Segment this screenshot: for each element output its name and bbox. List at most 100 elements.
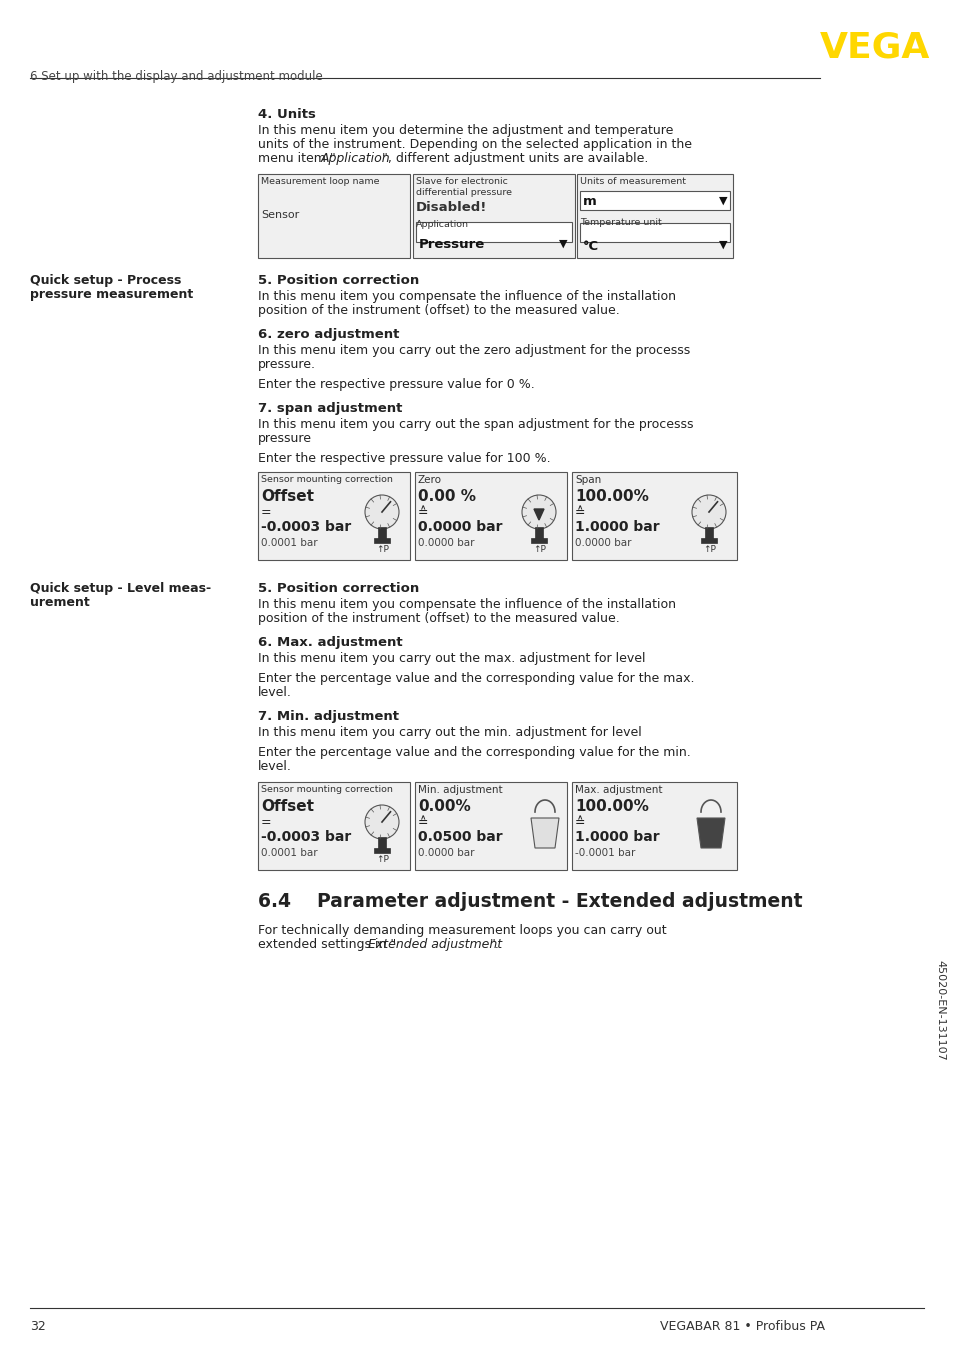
Bar [577,175,732,259]
Text: 0.00 %: 0.00 % [417,489,476,504]
Text: 1.0000 bar: 1.0000 bar [575,520,659,533]
Text: Measurement loop name: Measurement loop name [261,177,379,185]
Text: 0.00%: 0.00% [417,799,470,814]
Text: ▼: ▼ [558,240,567,249]
Text: In this menu item you compensate the influence of the installation: In this menu item you compensate the inf… [257,290,676,303]
Text: Span: Span [575,475,600,485]
Text: Min. adjustment: Min. adjustment [417,785,502,795]
Bar [377,527,386,539]
Text: 0.0001 bar: 0.0001 bar [261,538,317,548]
Text: -0.0003 bar: -0.0003 bar [261,520,351,533]
Bar [700,538,717,543]
Bar [535,527,542,539]
Text: menu item ": menu item " [257,152,335,165]
Text: 6. zero adjustment: 6. zero adjustment [257,328,399,341]
Text: units of the instrument. Depending on the selected application in the: units of the instrument. Depending on th… [257,138,691,152]
Text: In this menu item you compensate the influence of the installation: In this menu item you compensate the inf… [257,598,676,611]
Text: position of the instrument (offset) to the measured value.: position of the instrument (offset) to t… [257,612,619,626]
Text: 0.0500 bar: 0.0500 bar [417,830,502,844]
Text: ▼: ▼ [719,196,727,206]
Circle shape [521,496,556,529]
Text: In this menu item you carry out the max. adjustment for level: In this menu item you carry out the max.… [257,653,645,665]
Text: Quick setup - Process: Quick setup - Process [30,274,181,287]
Text: °C: °C [582,240,598,253]
Text: differential pressure: differential pressure [416,188,512,196]
Text: Max. adjustment: Max. adjustment [575,785,661,795]
Text: Slave for electronic: Slave for electronic [416,177,507,185]
Text: Offset: Offset [261,799,314,814]
Bar [257,473,410,561]
Bar [374,538,390,543]
Text: 6 Set up with the display and adjustment module: 6 Set up with the display and adjustment… [30,70,322,83]
Text: ≙: ≙ [575,816,585,829]
Text: =: = [261,816,272,829]
Bar [579,191,729,210]
Text: Offset: Offset [261,489,314,504]
Text: position of the instrument (offset) to the measured value.: position of the instrument (offset) to t… [257,305,619,317]
Text: 0.0000 bar: 0.0000 bar [575,538,631,548]
Text: 0.0000 bar: 0.0000 bar [417,848,474,858]
Text: 0.0000 bar: 0.0000 bar [417,520,502,533]
Text: ↑P: ↑P [375,546,389,554]
Text: 100.00%: 100.00% [575,799,648,814]
Bar [377,837,386,849]
Text: In this menu item you carry out the span adjustment for the processs: In this menu item you carry out the span… [257,418,693,431]
Text: Enter the percentage value and the corresponding value for the max.: Enter the percentage value and the corre… [257,672,694,685]
Bar [257,783,410,871]
Text: 1.0000 bar: 1.0000 bar [575,830,659,844]
Bar [413,175,575,259]
Text: 0.0000 bar: 0.0000 bar [417,538,474,548]
Bar [257,175,410,259]
Text: In this menu item you determine the adjustment and temperature: In this menu item you determine the adju… [257,125,673,137]
Text: 6. Max. adjustment: 6. Max. adjustment [257,636,402,649]
Text: Sensor mounting correction: Sensor mounting correction [261,785,393,793]
Text: -0.0003 bar: -0.0003 bar [261,830,351,844]
Polygon shape [534,509,543,520]
Text: Application: Application [416,219,469,229]
Text: For technically demanding measurement loops you can carry out: For technically demanding measurement lo… [257,923,666,937]
Text: level.: level. [257,686,292,699]
Bar [416,222,572,242]
Text: ≙: ≙ [417,506,428,519]
Text: Sensor mounting correction: Sensor mounting correction [261,475,393,483]
Text: Quick setup - Level meas-: Quick setup - Level meas- [30,582,211,594]
Text: ", different adjustment units are available.: ", different adjustment units are availa… [381,152,648,165]
Text: 7. Min. adjustment: 7. Min. adjustment [257,709,398,723]
Text: In this menu item you carry out the min. adjustment for level: In this menu item you carry out the min.… [257,726,641,739]
Text: 7. span adjustment: 7. span adjustment [257,402,402,414]
Text: ↑P: ↑P [533,546,545,554]
Text: 5. Position correction: 5. Position correction [257,582,418,594]
Text: 0.0001 bar: 0.0001 bar [261,848,317,858]
Text: 32: 32 [30,1320,46,1332]
Text: level.: level. [257,760,292,773]
Bar [415,783,566,871]
Text: Enter the respective pressure value for 0 %.: Enter the respective pressure value for … [257,378,535,391]
Text: ↑P: ↑P [702,546,715,554]
Text: ".: ". [490,938,499,951]
Text: ↑P: ↑P [375,854,389,864]
Text: ▼: ▼ [719,240,727,250]
Circle shape [691,496,725,529]
Text: Disabled!: Disabled! [416,200,487,214]
Text: VEGABAR 81 • Profibus PA: VEGABAR 81 • Profibus PA [659,1320,824,1332]
Text: 5. Position correction: 5. Position correction [257,274,418,287]
Circle shape [365,806,398,839]
Text: extended settings in ": extended settings in " [257,938,395,951]
Text: m: m [582,195,597,209]
Text: 6.4    Parameter adjustment - Extended adjustment: 6.4 Parameter adjustment - Extended adju… [257,892,801,911]
Text: pressure: pressure [257,432,312,445]
Polygon shape [531,818,558,848]
Text: 100.00%: 100.00% [575,489,648,504]
Text: ≙: ≙ [575,506,585,519]
Bar [415,473,566,561]
Bar [374,848,390,853]
Text: pressure measurement: pressure measurement [30,288,193,301]
Polygon shape [697,818,724,848]
Text: 4. Units: 4. Units [257,108,315,121]
Bar [531,538,546,543]
Text: Enter the percentage value and the corresponding value for the min.: Enter the percentage value and the corre… [257,746,690,760]
Text: 45020-EN-131107: 45020-EN-131107 [934,960,944,1060]
Text: In this menu item you carry out the zero adjustment for the processs: In this menu item you carry out the zero… [257,344,690,357]
Text: Zero: Zero [417,475,441,485]
Bar [572,783,737,871]
